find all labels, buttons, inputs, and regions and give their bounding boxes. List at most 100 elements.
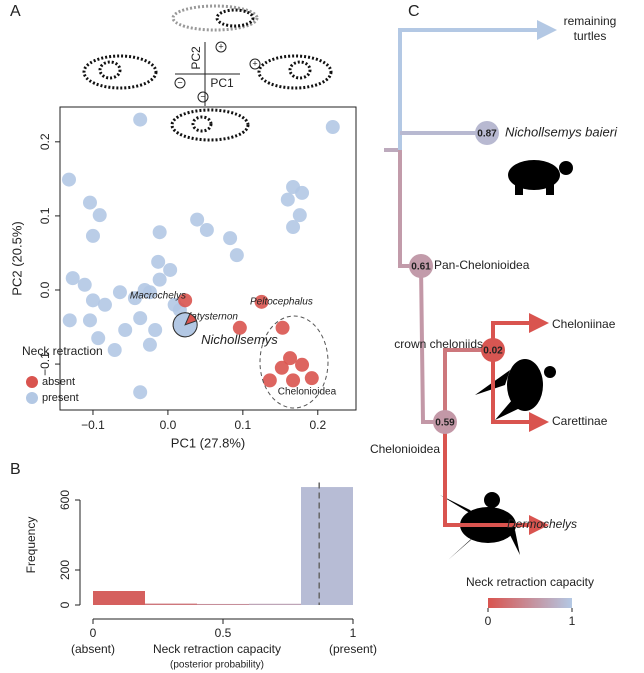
legend-title: Neck retraction [22,344,103,358]
point [274,360,289,375]
schematic-sign: + [252,58,257,68]
schematic-label: PC1 [210,76,234,90]
y-tick-label: 0.0 [38,281,52,298]
schematic-sign: − [177,77,182,87]
point [61,172,76,187]
y-tick-label: 200 [58,560,72,580]
node [433,410,457,434]
point [199,222,214,237]
bar [197,603,249,605]
point [232,320,247,335]
turtle-silhouettes [440,160,573,560]
point [127,291,142,306]
schematic-sign: − [200,91,205,101]
node-label: Nichollsemys baieri [505,124,618,139]
x-tick-label: 0.2 [309,418,326,432]
point [286,220,301,235]
point-annotation: Macrochelys [130,291,186,302]
point [262,373,277,388]
node-label: Chelonioidea [370,442,440,456]
x-tick-label: 0.0 [160,418,177,432]
branch [443,422,549,535]
branch [491,350,549,432]
x-axis-note: (posterior probability) [170,660,264,671]
point-annotation: Platysternon [182,312,238,323]
node-value: 0.87 [477,129,497,140]
node [481,338,505,362]
bar [93,591,145,605]
colorbar [488,598,572,608]
point [85,293,100,308]
node [409,254,433,278]
y-tick-label: 0.2 [38,133,52,150]
x-tick-label: −0.1 [81,418,105,432]
node-value: 0.61 [411,262,431,273]
x-tick-label: 0 [90,626,97,640]
point [82,195,97,210]
tip-label: turtles [574,29,607,43]
point [283,351,298,366]
group-outline [259,315,329,409]
bar [145,603,197,605]
node-value: 0.02 [483,346,503,357]
schematic-label: PC2 [189,46,203,70]
tip-label: Dermochelys [507,517,577,531]
legend-label: present [42,392,79,404]
point [62,313,77,328]
x-tick-label: 1 [350,626,357,640]
point [107,342,122,357]
point [91,331,106,346]
point [275,320,290,335]
legend-swatch [26,392,38,404]
y-tick-label: 0.1 [38,207,52,224]
point [77,277,92,292]
legend-label: absent [42,376,75,388]
point [85,228,100,243]
skull-images [82,4,333,142]
colorbar-tick-label: 0 [485,614,492,628]
branch [443,348,493,422]
point [92,208,107,223]
end-label: (present) [329,642,377,656]
node-label: crown cheloniids [394,337,483,351]
point [112,285,127,300]
point [190,212,205,227]
end-label: (absent) [71,642,115,656]
colorbar-title: Neck retraction capacity [466,575,594,589]
node [475,121,499,145]
point [152,272,167,287]
point [133,311,148,326]
point [178,293,193,308]
tip-label: remaining [564,14,617,28]
y-tick-label: 600 [58,490,72,510]
colorbar-tick-label: 1 [569,614,576,628]
legend-swatch [26,376,38,388]
plot-frame [59,106,357,411]
tip-label: Carettinae [552,414,608,428]
point [82,313,97,328]
x-tick-label: 0.5 [215,626,232,640]
bar [301,487,353,605]
point [137,282,152,297]
y-axis-label: Frequency [24,517,38,574]
point-annotation: Peltocephalus [250,297,313,308]
node-label: Pan-Chelonioidea [434,258,530,272]
point [148,322,163,337]
point [295,185,310,200]
point [295,357,310,372]
y-axis-label: PC2 (20.5%) [9,221,24,295]
branch [398,150,421,268]
point [292,208,307,223]
point [142,337,157,352]
point [151,254,166,269]
schematic-sign: + [218,41,223,51]
point [325,120,340,135]
panel-label: C [408,3,420,20]
pie-wedge [172,312,198,338]
point [280,192,295,207]
bar [249,603,301,605]
y-tick-label: 0 [58,601,72,608]
point [254,294,269,309]
panel-label: A [10,3,21,20]
